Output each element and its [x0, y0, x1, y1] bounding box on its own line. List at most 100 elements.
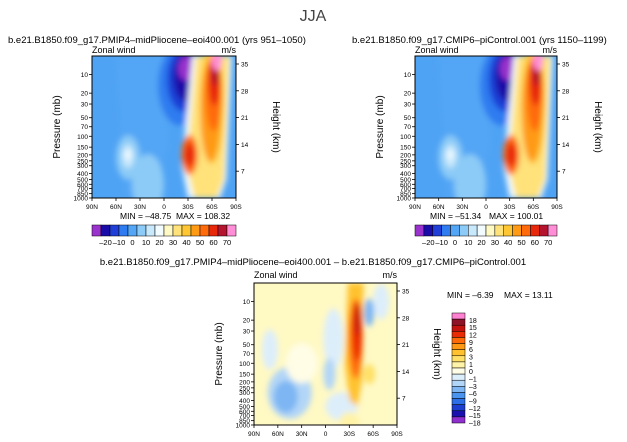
legend-swatch — [451, 355, 466, 363]
right-tick-label: 7 — [402, 396, 406, 403]
legend-label: 12 — [469, 333, 477, 340]
legend-swatch — [208, 224, 219, 237]
x-tick-label: 30N — [296, 431, 308, 438]
legend-label: –18 — [469, 421, 481, 428]
min-label: MIN = –51.34 — [430, 211, 482, 221]
legend-label: –1 — [469, 377, 477, 384]
y-tick-label: 50 — [243, 342, 251, 349]
max-label: MAX = 100.01 — [489, 211, 543, 221]
legend-label: 1 — [469, 362, 473, 369]
legend-swatch — [451, 349, 466, 357]
x-tick-label: 90N — [86, 204, 98, 211]
x-tick-label: 0 — [162, 204, 166, 211]
y-tick-label: 500 — [77, 177, 88, 184]
units-label: m/s — [222, 45, 237, 55]
legend-swatch — [451, 392, 466, 399]
legend-label: 50 — [196, 238, 204, 247]
legend-label: –20 — [422, 238, 435, 247]
y-tick-label: 1000 — [74, 196, 89, 203]
right-axis-label: Height (km) — [431, 328, 442, 380]
x-tick-label: 90S — [551, 204, 563, 211]
legend-swatch — [423, 224, 433, 237]
y-tick-label: 30 — [243, 329, 251, 336]
y-tick-label: 100 — [77, 134, 88, 141]
legend-label: –9 — [469, 399, 477, 406]
legend-swatch — [530, 224, 540, 237]
y-tick-label: 700 — [239, 413, 250, 420]
x-tick-label: 30N — [134, 204, 146, 211]
legend-swatch — [547, 224, 558, 237]
legend-label: 60 — [531, 238, 539, 247]
y-tick-label: 150 — [77, 145, 88, 152]
legend-label: 60 — [209, 238, 217, 247]
contour-region — [261, 329, 278, 370]
max-label: MAX = 13.11 — [504, 290, 553, 300]
legend-swatch — [127, 224, 138, 237]
contour-region — [184, 142, 195, 167]
legend-swatch — [451, 312, 466, 320]
min-label: MIN = –48.75 — [120, 211, 172, 221]
x-tick-label: 90N — [248, 431, 260, 438]
y-axis: 10 20 30 50 70 100 150200250300400500600700850… — [74, 72, 92, 203]
y-tick-label: 70 — [81, 124, 89, 131]
contour-fill — [438, 56, 554, 198]
y-tick-label: 850 — [400, 191, 411, 198]
legend-label: 15 — [469, 325, 477, 332]
contour-region — [323, 358, 336, 391]
y-axis-label: Pressure (mb) — [375, 95, 386, 158]
x-tick-label: 30S — [182, 204, 194, 211]
plot-area — [253, 282, 398, 426]
contour-region — [363, 364, 376, 385]
legend-swatch — [451, 318, 466, 326]
contour-region — [373, 283, 390, 320]
contour-region — [211, 56, 222, 71]
legend-label: –10 — [113, 238, 126, 247]
y-axis-label: Pressure (mb) — [52, 95, 63, 158]
y-tick-label: 600 — [400, 182, 411, 189]
y-axis: 10 20 30 50 70 100 150200250300400500600700850… — [236, 299, 254, 430]
legend-swatch — [451, 337, 466, 344]
legend-swatch — [163, 224, 174, 237]
y-tick-label: 10 — [81, 72, 89, 79]
legend-swatch — [172, 224, 183, 237]
x-tick-label: 60S — [206, 204, 218, 211]
y-tick-label: 30 — [404, 102, 412, 109]
variable-label: Zonal wind — [92, 45, 136, 55]
legend-swatch — [451, 379, 466, 387]
legend-label: 70 — [544, 238, 552, 247]
units-label: m/s — [543, 45, 558, 55]
legend-label: 50 — [517, 238, 525, 247]
legend-label: 70 — [223, 238, 231, 247]
contour-region — [125, 149, 131, 160]
legend: –20 –10 0 10 20 30 40 50 60 70 — [91, 224, 237, 247]
right-tick-label: 7 — [241, 169, 245, 176]
legend-swatch — [190, 224, 201, 237]
y-tick-label: 50 — [404, 115, 412, 122]
legend-swatch — [476, 224, 487, 237]
legend-swatch — [451, 398, 466, 405]
y-tick-label: 200 — [239, 379, 250, 386]
legend-swatch — [154, 224, 165, 237]
panel-title: b.e21.B1850.f09_g17.CMIP6–piControl.001 … — [352, 35, 607, 46]
y-tick-label: 250 — [77, 158, 88, 165]
legend-swatch — [109, 224, 120, 237]
y-tick-label: 150 — [239, 372, 250, 379]
legend-swatch — [450, 224, 460, 237]
legend-label: 0 — [469, 369, 473, 376]
min-label: MIN = –6.39 — [447, 290, 494, 300]
contour-region — [364, 298, 375, 327]
y-tick-label: 150 — [400, 145, 411, 152]
legend-label: 0 — [130, 238, 134, 247]
contour-region — [533, 56, 544, 71]
y-axis: 10 20 30 50 70 100 150200250300400500600700850… — [397, 72, 415, 203]
contour-region — [132, 154, 164, 198]
legend-swatch — [226, 224, 237, 237]
legend-label: 18 — [469, 318, 477, 325]
contour-region — [323, 308, 344, 369]
y-tick-label: 500 — [239, 404, 250, 411]
right-tick-label: 28 — [562, 88, 570, 95]
right-axis: 35 28 21 14 7 — [397, 288, 410, 403]
contour-region — [273, 380, 298, 413]
